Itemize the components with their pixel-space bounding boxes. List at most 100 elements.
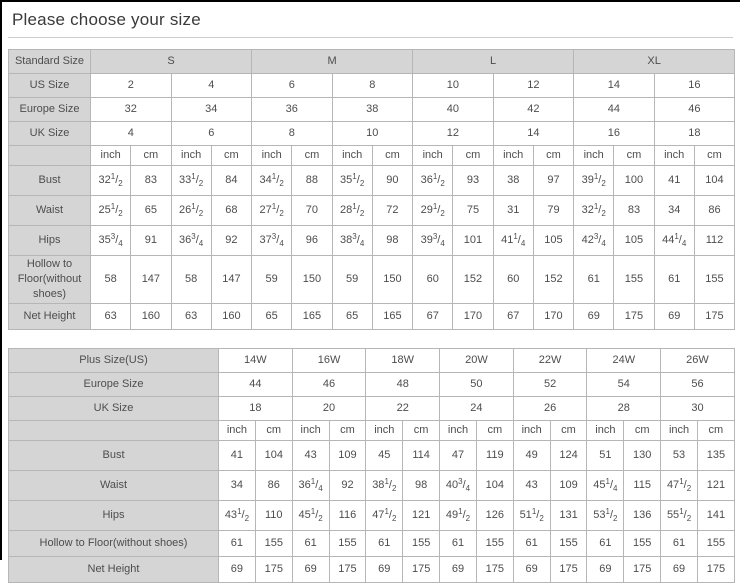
value-cell: 141	[696, 499, 735, 531]
value-cell: 69	[573, 302, 615, 330]
value-cell: 105	[613, 225, 655, 256]
value-cell: 381/2	[365, 469, 404, 501]
value-cell: 403/4	[439, 469, 477, 501]
value-cell: 2	[90, 73, 172, 98]
value-cell: 93	[452, 165, 494, 196]
value-cell: 44	[573, 97, 655, 122]
row-label-cell	[8, 145, 91, 166]
value-cell: 531/2	[586, 499, 625, 531]
value-cell: 90	[371, 165, 414, 196]
unit-cell: inch	[331, 145, 373, 166]
value-cell: 61	[573, 255, 615, 304]
value-cell: 83	[130, 165, 172, 196]
table-row: Hollow to Floor(without shoes) 61 155 61 155…	[8, 529, 735, 557]
value-cell: 26	[512, 395, 588, 421]
value-cell: 51	[586, 439, 625, 471]
value-cell: 170	[452, 302, 494, 330]
value-cell: 155	[549, 529, 588, 557]
row-label-cell: Bust	[8, 165, 91, 196]
value-cell: 16W	[291, 347, 367, 373]
value-cell: 58	[170, 255, 212, 304]
value-cell: 67	[492, 302, 534, 330]
value-cell: 147	[210, 255, 253, 304]
value-cell: 451/2	[291, 499, 330, 531]
unit-cell: inch	[218, 419, 256, 441]
row-label-cell	[8, 419, 219, 441]
value-cell: 43	[291, 439, 330, 471]
value-cell: 59	[331, 255, 373, 304]
page-title: Please choose your size	[12, 10, 201, 29]
table-row: Waist 251/2 65 261/2 68 271/2 70 281/2 72 291/2 75…	[8, 195, 736, 226]
value-cell: 160	[210, 302, 253, 330]
value-cell: 92	[210, 225, 253, 256]
value-cell: 341/2	[251, 165, 293, 196]
value-cell: 114	[402, 439, 441, 471]
value-cell: 34	[218, 469, 256, 501]
unit-cell: cm	[210, 145, 253, 166]
value-cell: 61	[218, 529, 256, 557]
row-label-cell: Net Height	[8, 302, 91, 330]
row-label-cell: Plus Size(US)	[8, 347, 219, 373]
unit-cell: cm	[475, 419, 514, 441]
value-cell: 61	[439, 529, 477, 557]
value-cell: 63	[170, 302, 212, 330]
value-cell: 26W	[660, 347, 735, 373]
value-cell: 361/4	[291, 469, 330, 501]
value-cell: 511/2	[512, 499, 551, 531]
value-cell: 47	[439, 439, 477, 471]
value-cell: 97	[532, 165, 575, 196]
value-cell: 391/2	[573, 165, 615, 196]
value-cell: 147	[130, 255, 172, 304]
value-cell: 150	[371, 255, 414, 304]
table-row: Bust 41 104 43 109 45 114 47 119 49 124 51 130 53 135	[8, 439, 735, 471]
unit-cell: inch	[586, 419, 625, 441]
value-cell: 38	[331, 97, 414, 122]
value-cell: 100	[613, 165, 655, 196]
table-row: Bust 321/2 83 331/2 84 341/2 88 351/2 90 361/2 93 3…	[8, 165, 736, 196]
value-cell: 383/4	[331, 225, 373, 256]
value-cell: 551/2	[660, 499, 698, 531]
value-cell: 10	[331, 121, 414, 146]
value-cell: 43	[512, 469, 551, 501]
size-header-cell: S	[89, 49, 253, 74]
value-cell: 50	[439, 371, 514, 397]
value-cell: 41	[218, 439, 256, 471]
value-cell: 75	[452, 195, 494, 226]
value-cell: 321/2	[573, 195, 615, 226]
value-cell: 20W	[439, 347, 514, 373]
value-cell: 30	[660, 395, 735, 421]
value-cell: 41	[653, 165, 695, 196]
value-cell: 4	[170, 73, 253, 98]
value-cell: 112	[693, 225, 736, 256]
value-cell: 271/2	[251, 195, 293, 226]
table-row: Europe Size 32 34 36 38 40 42 44 46	[8, 97, 736, 122]
value-cell: 155	[475, 529, 514, 557]
unit-cell: cm	[291, 145, 333, 166]
value-cell: 60	[492, 255, 534, 304]
value-cell: 18	[653, 121, 736, 146]
row-label-cell: Hollow to Floor(without shoes)	[8, 529, 219, 557]
unit-cell: cm	[452, 145, 494, 166]
value-cell: 373/4	[251, 225, 293, 256]
value-cell: 46	[653, 97, 736, 122]
value-cell: 40	[412, 97, 494, 122]
value-cell: 79	[532, 195, 575, 226]
table-row: Plus Size(US) 14W 16W 18W 20W 22W 24W 26W	[8, 347, 735, 373]
value-cell: 393/4	[412, 225, 454, 256]
value-cell: 152	[452, 255, 494, 304]
value-cell: 115	[623, 469, 662, 501]
value-cell: 65	[331, 302, 373, 330]
value-cell: 61	[653, 255, 695, 304]
value-cell: 165	[371, 302, 414, 330]
value-cell: 88	[291, 165, 333, 196]
value-cell: 14	[492, 121, 575, 146]
value-cell: 109	[549, 469, 588, 501]
row-label-cell: Europe Size	[8, 97, 91, 122]
value-cell: 110	[254, 499, 293, 531]
table-row: Standard Size S M L XL	[8, 49, 736, 74]
row-label-cell: US Size	[8, 73, 91, 98]
value-cell: 155	[254, 529, 293, 557]
value-cell: 281/2	[331, 195, 373, 226]
value-cell: 105	[532, 225, 575, 256]
value-cell: 34	[653, 195, 695, 226]
